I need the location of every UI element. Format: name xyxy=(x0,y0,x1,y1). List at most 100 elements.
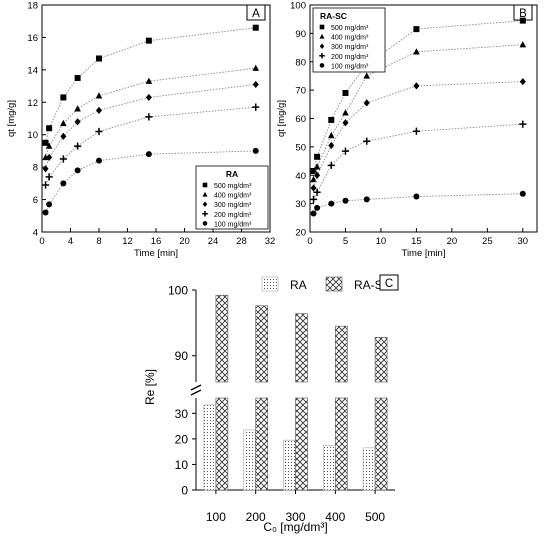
panel-a-x-tick-label: 4 xyxy=(68,236,73,247)
panel-b-y-tick-label: 70 xyxy=(295,86,306,97)
panel-b-data-point xyxy=(310,210,317,217)
panel-b: 0 5 10 15 20 25 30 20 30 40 50 60 70 80 90 100 Time [min… xyxy=(276,1,538,259)
panel-a-data-point xyxy=(95,127,103,136)
panel-a-y-tick-label: 16 xyxy=(27,33,38,44)
panel-a-legend-marker xyxy=(202,182,208,188)
panel-b-data-point xyxy=(413,193,420,200)
panel-a-data-point xyxy=(42,165,49,173)
panel-a-data-point xyxy=(96,106,102,114)
panel-b-data-point xyxy=(341,147,350,155)
panel-b-x-axis-label: Time [min] xyxy=(402,248,446,259)
panel-c-bar-rasc-lower xyxy=(255,397,268,491)
panel-c-legend-label: RA xyxy=(290,278,307,292)
panel-a-data-point xyxy=(46,201,53,208)
panel-a-legend-label: 100 mg/dm³ xyxy=(214,221,252,228)
panel-a-data-point xyxy=(74,118,81,126)
panel-a-x-tick-label: 16 xyxy=(151,236,162,247)
panel-c-y-tick-label: 0 xyxy=(181,484,188,498)
panel-b-legend-marker xyxy=(319,33,325,39)
panel-c-bar-ra xyxy=(203,404,217,491)
panel-b-y-tick-label: 60 xyxy=(295,114,306,125)
panel-b-data-point xyxy=(519,78,526,86)
panel-c-legend-swatch-ra xyxy=(261,276,279,292)
panel-b-legend-marker xyxy=(319,24,325,30)
panel-c-bar-rasc-lower xyxy=(334,397,348,491)
panel-b-data-point xyxy=(412,127,421,135)
panel-b-legend-marker xyxy=(319,53,325,59)
panel-a-data-point xyxy=(60,132,67,140)
panel-b-data-point xyxy=(363,137,371,145)
panel-a-data-point xyxy=(45,142,53,149)
panel-a-x-tick-label: 28 xyxy=(236,236,247,247)
panel-a-data-point xyxy=(74,74,81,81)
panel-a-data-point xyxy=(42,139,49,146)
panel-a-x-tick-label: 32 xyxy=(265,236,276,247)
panel-b-data-point xyxy=(328,116,335,123)
panel-a-data-point xyxy=(145,77,153,84)
panel-c-bar-rasc-lower xyxy=(295,397,308,491)
panel-c-letter-box xyxy=(379,274,399,291)
panel-a-letter-box xyxy=(246,4,266,21)
panel-b-data-point xyxy=(310,175,317,183)
panel-c-bar-rasc-upper xyxy=(374,337,388,383)
panel-b-data-point xyxy=(342,89,349,96)
panel-c-y-tick-label: 10 xyxy=(175,458,189,472)
panel-a-x-tick-label: 8 xyxy=(96,236,101,247)
panel-c-bar-rasc-lower xyxy=(215,397,229,491)
panel-c-bar-rasc-upper xyxy=(215,294,229,383)
panel-a-legend-label: 300 mg/dm³ xyxy=(214,202,252,209)
panel-a-data-point xyxy=(41,181,50,189)
panel-a-y-tick-label: 14 xyxy=(27,65,38,76)
panel-b-series-line xyxy=(313,81,523,189)
panel-c: 0 10 20 30 90 100 100 200 300 400 500 C₀ [mg/dm³] Re… xyxy=(143,274,399,534)
panel-c-axis-break xyxy=(190,384,202,396)
panel-a-data-point xyxy=(145,113,153,121)
panel-c-y-tick-label: 100 xyxy=(168,284,188,298)
panel-a-data-point xyxy=(59,155,67,163)
panel-c-x-tick-label: 500 xyxy=(365,510,385,524)
panel-a-x-tick-label: 24 xyxy=(208,236,219,247)
panel-a-data-point xyxy=(145,93,152,102)
panel-a-data-point xyxy=(252,103,260,111)
panel-c-x-tick-label: 100 xyxy=(206,510,226,524)
panel-c-x-tick-label: 400 xyxy=(325,510,345,524)
panel-c-bar-rasc-upper xyxy=(334,325,348,383)
panel-b-series-line xyxy=(313,123,523,200)
panel-c-x-axis-label: C₀ [mg/dm³] xyxy=(263,520,327,534)
panel-a-data-point xyxy=(46,153,53,162)
panel-a-legend-label: 200 mg/dm³ xyxy=(214,212,252,219)
panel-a-y-tick-label: 12 xyxy=(27,98,38,109)
panel-c-y-axis-label: Re [%] xyxy=(143,369,157,405)
panel-b-data-point xyxy=(314,204,321,211)
panel-b-data-point xyxy=(342,109,349,116)
panel-b-data-point xyxy=(363,99,370,107)
panel-b-data-point xyxy=(519,120,527,128)
panel-b-legend-box xyxy=(312,7,386,73)
panel-b-data-point xyxy=(328,200,335,207)
panel-a-y-tick-label: 8 xyxy=(33,163,38,174)
panel-b-data-point xyxy=(314,171,321,179)
panel-a-data-point xyxy=(74,105,81,112)
panel-a-data-point xyxy=(60,119,67,127)
panel-b-data-point xyxy=(519,41,527,48)
panel-b-legend-label: 400 mg/dm³ xyxy=(331,35,369,42)
panel-b-data-point xyxy=(328,141,335,150)
panel-b-data-point xyxy=(342,119,349,127)
panel-b-y-axis-label: qt [mg/g] xyxy=(276,100,287,137)
panel-b-data-point xyxy=(519,190,526,197)
panel-b-y-tick-label: 80 xyxy=(295,57,306,68)
panel-b-x-tick-label: 10 xyxy=(376,236,387,247)
panel-b-legend-label: 500 mg/dm³ xyxy=(331,25,369,32)
panel-a-data-point xyxy=(252,64,260,71)
panel-a-data-point xyxy=(60,180,67,187)
panel-a-x-axis-label: Time [min] xyxy=(134,248,178,259)
panel-c-y-tick-label: 20 xyxy=(175,432,189,446)
panel-a-legend-marker xyxy=(202,211,208,217)
panel-c-bar-ra xyxy=(322,444,336,491)
panel-b-data-point xyxy=(327,161,335,169)
panel-c-y-tick-label: 30 xyxy=(175,407,189,421)
panel-b-letter: B xyxy=(519,8,527,20)
panel-a-data-point xyxy=(74,142,82,150)
